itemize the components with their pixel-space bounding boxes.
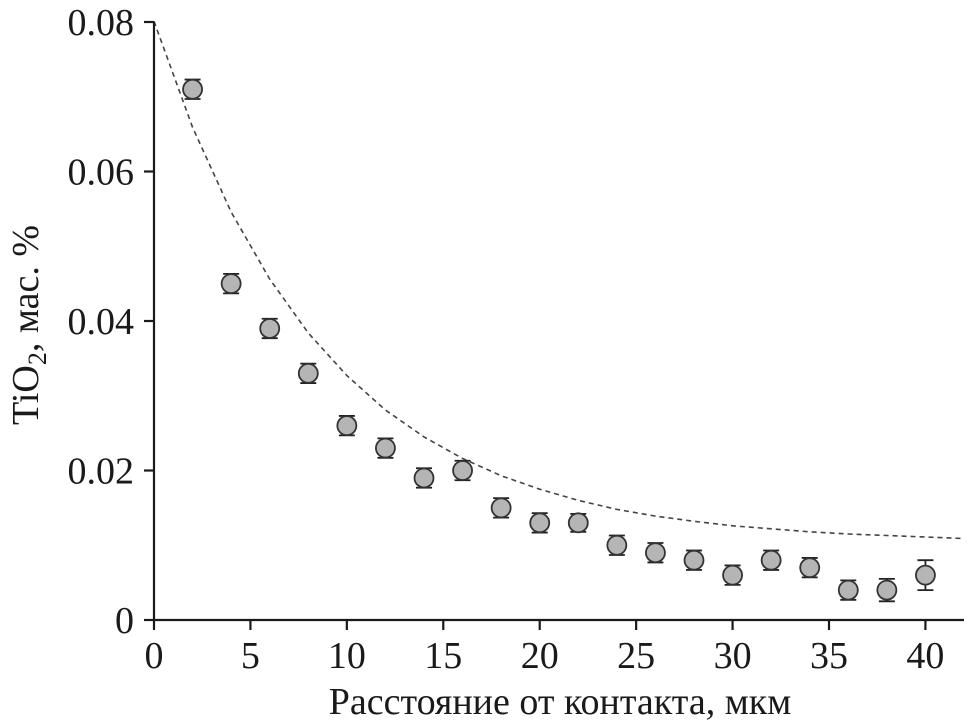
y-tick-label: 0.04 [68, 301, 135, 343]
y-tick-label: 0.06 [68, 152, 135, 194]
data-point [220, 273, 242, 295]
data-marker [259, 318, 281, 339]
axes-layer [144, 20, 964, 630]
data-point [567, 512, 589, 534]
y-axis-title-main: TiO [5, 365, 47, 425]
data-marker [375, 437, 396, 459]
tick-labels-layer: 0 5 10 15 20 25 30 35 40 0 0.02 0.04 0.06 0.08 [68, 2, 945, 677]
y-tick-label: 0.02 [68, 451, 135, 493]
x-tick-label: 25 [617, 635, 655, 677]
data-point [837, 579, 859, 601]
data-points-layer [182, 78, 936, 603]
data-marker [452, 460, 473, 481]
data-marker [915, 564, 936, 586]
fit-curve-layer [153, 21, 965, 540]
data-marker [722, 564, 743, 586]
y-tick-label: 0.08 [68, 2, 135, 44]
x-tick-label: 0 [145, 635, 164, 677]
data-marker [529, 512, 551, 534]
y-axis-title: TiO2, мас. % [5, 225, 52, 425]
data-marker [606, 534, 628, 556]
fit-curve [153, 21, 965, 540]
x-tick-label: 5 [241, 635, 260, 677]
x-tick-label: 40 [906, 635, 944, 677]
data-point [490, 497, 512, 519]
data-point [799, 557, 821, 579]
y-axis-title-subscript: 2 [23, 352, 52, 365]
data-point [606, 534, 628, 556]
x-tick-label: 30 [714, 635, 752, 677]
data-marker [645, 542, 666, 564]
data-marker [336, 415, 358, 437]
data-marker [297, 362, 319, 384]
data-marker [490, 497, 512, 519]
data-point [645, 542, 666, 564]
data-point [375, 437, 396, 459]
y-axis-title-rest: , мас. % [5, 225, 47, 352]
data-point [413, 467, 435, 489]
data-marker [683, 549, 705, 571]
data-marker [837, 579, 859, 601]
data-point [876, 577, 898, 603]
y-tick-label: 0 [115, 600, 134, 642]
data-point [915, 559, 936, 591]
x-tick-label: 20 [521, 635, 559, 677]
x-tick-label: 35 [810, 635, 848, 677]
data-marker [567, 512, 589, 534]
data-point [336, 415, 358, 437]
data-marker [220, 273, 242, 295]
data-point [722, 564, 743, 586]
data-point [259, 317, 281, 340]
data-marker [413, 467, 435, 489]
data-point [683, 549, 705, 571]
data-point [529, 512, 551, 534]
x-tick-label: 15 [424, 635, 462, 677]
data-marker [760, 549, 782, 571]
data-marker [799, 557, 821, 579]
data-point [452, 459, 473, 482]
data-point [182, 78, 203, 100]
x-tick-label: 10 [328, 635, 366, 677]
data-point [297, 362, 319, 384]
data-point [760, 549, 782, 571]
data-marker [876, 579, 898, 601]
x-axis-title: Расстояние от контакта, мкм [329, 681, 792, 723]
data-marker [182, 78, 203, 100]
